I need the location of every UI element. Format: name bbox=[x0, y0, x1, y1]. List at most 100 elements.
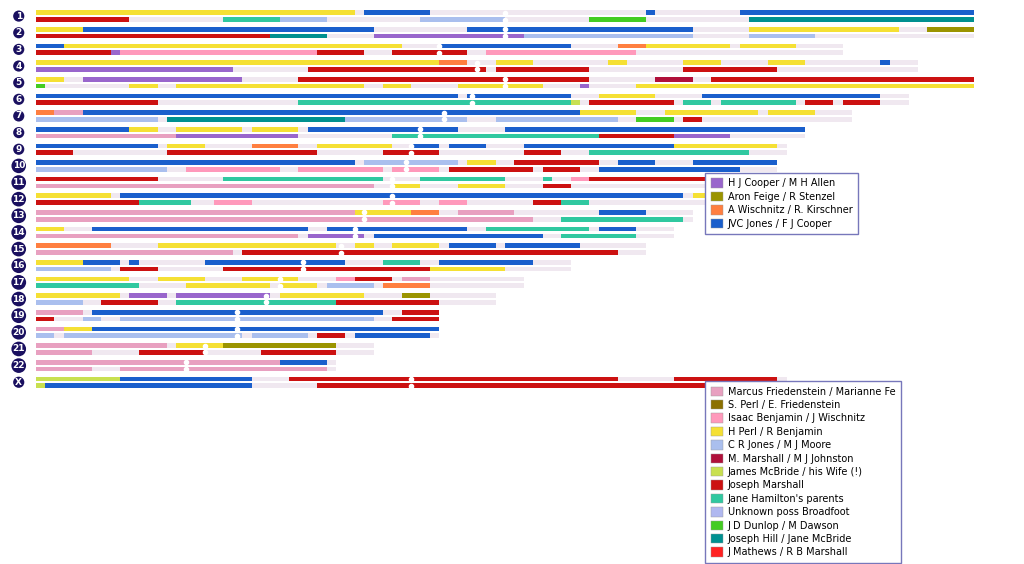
Text: 10: 10 bbox=[12, 161, 25, 170]
Bar bbox=[36, 94, 458, 98]
Bar bbox=[523, 151, 561, 155]
Bar bbox=[392, 184, 421, 188]
Bar bbox=[439, 60, 467, 65]
Bar bbox=[36, 10, 974, 15]
Bar bbox=[354, 277, 392, 281]
Bar bbox=[185, 277, 205, 281]
Bar bbox=[261, 343, 336, 348]
Bar bbox=[158, 244, 336, 248]
Bar bbox=[36, 367, 92, 371]
Bar bbox=[36, 193, 749, 198]
Bar bbox=[36, 117, 852, 122]
Bar bbox=[92, 310, 383, 315]
Bar bbox=[280, 293, 365, 298]
Bar bbox=[36, 267, 570, 271]
Bar bbox=[365, 160, 458, 165]
Bar bbox=[36, 377, 786, 381]
Bar bbox=[252, 143, 298, 148]
Bar bbox=[392, 244, 439, 248]
Bar bbox=[646, 10, 655, 15]
Bar bbox=[674, 177, 749, 182]
Bar bbox=[805, 100, 834, 105]
Bar bbox=[702, 94, 881, 98]
Bar bbox=[336, 300, 439, 305]
Bar bbox=[590, 100, 674, 105]
Text: 4: 4 bbox=[15, 61, 22, 70]
Bar bbox=[205, 260, 345, 265]
Bar bbox=[599, 167, 674, 171]
Bar bbox=[45, 384, 252, 388]
Text: 12: 12 bbox=[12, 195, 25, 204]
Bar bbox=[411, 143, 439, 148]
Bar bbox=[36, 310, 439, 315]
Bar bbox=[167, 117, 345, 122]
Bar bbox=[411, 210, 439, 215]
Bar bbox=[36, 250, 232, 255]
Bar bbox=[176, 83, 365, 89]
Bar bbox=[561, 77, 590, 82]
Bar bbox=[421, 17, 505, 22]
Bar bbox=[36, 377, 83, 381]
Text: 7: 7 bbox=[15, 112, 22, 121]
Bar bbox=[383, 260, 421, 265]
Bar bbox=[543, 184, 570, 188]
Bar bbox=[449, 143, 486, 148]
Bar bbox=[129, 127, 158, 131]
Bar bbox=[383, 200, 421, 205]
Bar bbox=[36, 134, 805, 138]
Bar bbox=[561, 200, 590, 205]
Bar bbox=[92, 327, 439, 331]
Bar bbox=[36, 350, 374, 355]
Bar bbox=[83, 377, 120, 381]
Bar bbox=[327, 284, 374, 288]
Bar bbox=[120, 367, 327, 371]
Bar bbox=[665, 110, 759, 115]
Bar bbox=[749, 17, 974, 22]
Bar bbox=[401, 277, 430, 281]
Bar bbox=[36, 244, 83, 248]
Legend: Marcus Friedenstein / Marianne Fe, S. Perl / E. Friedenstein, Isaac Benjamin / J: Marcus Friedenstein / Marianne Fe, S. Pe… bbox=[706, 381, 901, 563]
Bar bbox=[36, 200, 139, 205]
Bar bbox=[129, 83, 158, 89]
Bar bbox=[139, 350, 205, 355]
Bar bbox=[683, 60, 721, 65]
Bar bbox=[308, 127, 458, 131]
Bar bbox=[36, 217, 692, 222]
Bar bbox=[599, 94, 655, 98]
Text: 1: 1 bbox=[15, 12, 22, 21]
Bar bbox=[36, 110, 852, 115]
Bar bbox=[83, 244, 111, 248]
Bar bbox=[36, 117, 158, 122]
Bar bbox=[543, 167, 580, 171]
Bar bbox=[392, 317, 439, 321]
Bar bbox=[543, 177, 552, 182]
Bar bbox=[749, 34, 815, 38]
Bar bbox=[185, 284, 270, 288]
Bar bbox=[421, 177, 505, 182]
Bar bbox=[36, 27, 83, 32]
Bar bbox=[523, 143, 674, 148]
Bar bbox=[646, 43, 730, 49]
Bar bbox=[458, 210, 514, 215]
Bar bbox=[674, 134, 730, 138]
Bar bbox=[36, 293, 120, 298]
Bar bbox=[327, 227, 467, 231]
Bar bbox=[223, 177, 383, 182]
Text: 16: 16 bbox=[12, 261, 25, 270]
Bar bbox=[580, 110, 636, 115]
Bar bbox=[36, 317, 439, 321]
Bar bbox=[36, 343, 167, 348]
Bar bbox=[36, 151, 786, 155]
Bar bbox=[449, 167, 534, 171]
Bar bbox=[129, 193, 683, 198]
Bar bbox=[458, 217, 534, 222]
Bar bbox=[674, 377, 777, 381]
Bar bbox=[36, 83, 974, 89]
Bar bbox=[392, 134, 599, 138]
Bar bbox=[496, 117, 617, 122]
Bar bbox=[36, 184, 374, 188]
Bar bbox=[636, 83, 692, 89]
Bar bbox=[36, 250, 646, 255]
Bar bbox=[120, 50, 317, 55]
Bar bbox=[158, 277, 185, 281]
